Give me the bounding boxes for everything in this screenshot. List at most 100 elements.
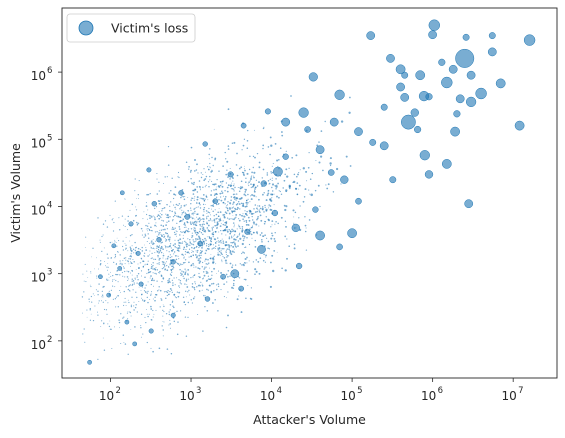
data-point <box>275 178 277 180</box>
data-point <box>218 215 220 217</box>
data-point <box>204 296 211 302</box>
data-point <box>309 193 311 195</box>
data-point <box>134 249 137 252</box>
data-point <box>231 250 234 253</box>
data-point <box>143 255 146 257</box>
data-point <box>204 252 207 255</box>
data-point <box>242 173 245 176</box>
data-point <box>207 262 210 264</box>
data-point <box>163 183 164 184</box>
data-point <box>223 248 225 250</box>
data-point <box>171 226 174 229</box>
data-point <box>169 254 172 256</box>
data-point <box>243 138 246 140</box>
data-point <box>160 299 163 301</box>
data-point <box>495 78 506 89</box>
data-point <box>262 168 265 171</box>
data-point <box>179 264 181 267</box>
data-point <box>159 250 161 252</box>
data-point <box>217 211 219 214</box>
data-point <box>166 176 168 178</box>
data-point <box>224 244 227 246</box>
data-point <box>223 257 226 259</box>
data-point <box>166 348 169 350</box>
data-point <box>206 221 208 223</box>
data-point <box>231 182 233 184</box>
data-point <box>226 190 229 193</box>
data-point <box>214 242 217 244</box>
data-point <box>152 298 154 300</box>
data-point <box>211 283 213 285</box>
data-point <box>272 190 274 192</box>
data-point <box>225 173 228 176</box>
data-point <box>203 274 206 277</box>
data-point <box>225 222 228 225</box>
data-point <box>149 277 151 279</box>
data-point <box>97 290 99 292</box>
data-point <box>274 193 275 195</box>
data-point <box>279 147 282 149</box>
data-point <box>234 207 236 210</box>
data-point <box>167 246 169 248</box>
data-point <box>428 19 440 31</box>
data-point <box>185 243 188 246</box>
data-point <box>163 265 166 267</box>
data-point <box>241 171 244 174</box>
data-point <box>197 275 199 277</box>
data-point <box>386 54 395 63</box>
data-point <box>123 301 125 303</box>
data-point <box>224 229 226 232</box>
data-point <box>169 281 171 283</box>
data-point <box>216 237 219 239</box>
data-point <box>166 257 169 260</box>
data-point <box>191 234 194 237</box>
data-point <box>203 230 205 232</box>
data-point <box>237 240 240 242</box>
data-point <box>212 183 214 186</box>
data-point <box>132 280 134 282</box>
data-point <box>172 284 174 287</box>
data-point <box>193 181 195 184</box>
data-point <box>424 170 434 179</box>
data-point <box>122 275 124 277</box>
data-point <box>258 205 261 207</box>
data-point <box>250 178 252 180</box>
data-point <box>130 329 132 330</box>
data-point <box>172 215 175 218</box>
data-point <box>174 194 177 196</box>
data-point <box>340 120 344 123</box>
data-point <box>159 272 161 274</box>
data-point <box>222 214 225 216</box>
data-point <box>83 280 85 282</box>
data-point <box>131 234 133 236</box>
data-point <box>230 244 232 247</box>
data-point <box>84 247 86 248</box>
data-point <box>180 196 182 199</box>
data-point <box>127 311 129 313</box>
data-point <box>265 256 267 258</box>
data-point <box>302 200 305 203</box>
data-point <box>281 134 284 137</box>
data-point <box>270 171 272 173</box>
data-point <box>122 317 124 319</box>
data-point <box>90 313 92 315</box>
data-point <box>100 260 102 262</box>
data-point <box>308 152 310 154</box>
data-point <box>122 334 125 336</box>
data-point <box>248 185 250 187</box>
data-point <box>320 155 323 158</box>
data-point <box>290 95 292 97</box>
data-point <box>157 263 159 265</box>
data-point <box>275 221 277 223</box>
data-point <box>119 260 121 262</box>
data-point <box>396 82 405 92</box>
data-point <box>202 226 205 229</box>
data-point <box>203 200 206 202</box>
data-point <box>209 214 211 216</box>
data-point <box>103 247 105 249</box>
data-point <box>205 245 208 247</box>
data-point <box>216 186 218 188</box>
data-point <box>171 256 173 258</box>
data-point <box>114 286 116 288</box>
